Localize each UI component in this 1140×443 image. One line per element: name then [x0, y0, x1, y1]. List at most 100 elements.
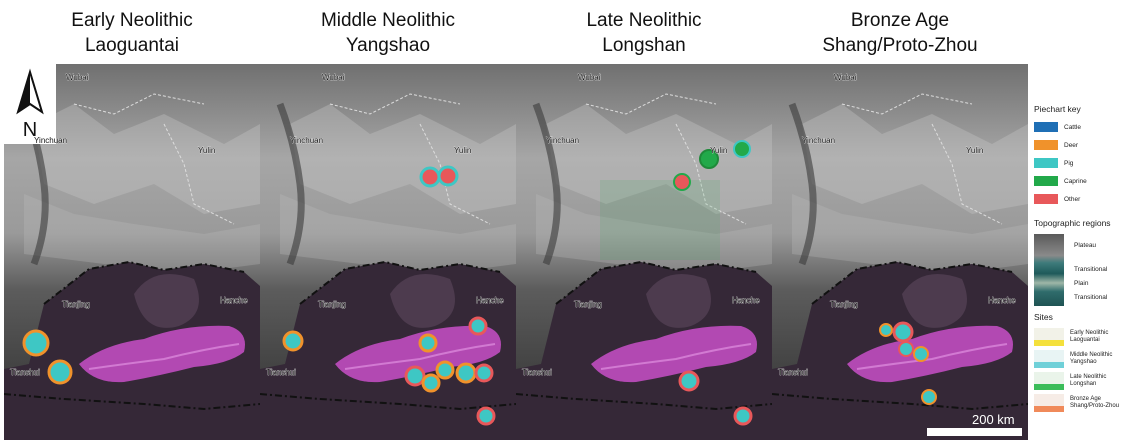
legend-site-early-neolithic: Early Neolithic Laoguantai [1034, 326, 1138, 348]
topo-swatch [1034, 234, 1064, 306]
pie-chart-marker [879, 323, 893, 337]
legend-item-label: Pig [1064, 159, 1074, 167]
legend-item-label: Other [1064, 195, 1081, 203]
panel-title-bronze-age: Bronze Age Shang/Proto-Zhou [772, 8, 1028, 58]
legend-topo-regions: Plateau Transitional Plain Transitional [1034, 234, 1138, 310]
panel-title-early-neolithic: Early Neolithic Laoguantai [4, 8, 260, 58]
place-label-tianjing: Tianjing [574, 300, 602, 309]
legend-item-deer: Deer [1034, 136, 1138, 154]
pie-chart-marker [921, 389, 937, 405]
swatch-pig [1034, 158, 1058, 168]
panel-title-line2: Laoguantai [84, 35, 180, 56]
place-label-tianjing: Tianjing [830, 300, 858, 309]
place-label-yulin: Yulin [198, 146, 215, 155]
place-label-yinchuan: Yinchuan [802, 136, 835, 145]
topo-label-plain: Plain [1074, 280, 1089, 287]
pie-chart-marker [678, 370, 700, 392]
map-panel-bronze-age [772, 64, 1028, 440]
place-label-wubai: Wubai [322, 73, 345, 82]
topo-label-transitional: Transitional [1074, 294, 1108, 301]
legend-sites-title: Sites [1034, 312, 1053, 322]
pie-chart-marker [47, 359, 73, 385]
site-label-line1: Early Neolithic [1070, 330, 1109, 336]
site-label-line1: Bronze Age [1070, 396, 1102, 402]
map-panel-middle-neolithic [260, 64, 516, 440]
pie-chart-marker [699, 149, 719, 169]
legend-site-bronze-age: Bronze Age Shang/Proto-Zhou [1034, 392, 1138, 414]
swatch-cattle [1034, 122, 1058, 132]
panel-title-middle-neolithic: Middle Neolithic Yangshao [260, 8, 516, 58]
pie-chart-marker [421, 373, 441, 393]
scale-bar-label: 200 km [972, 412, 1015, 427]
site-label-line2: Yangshao [1070, 359, 1097, 365]
pie-chart-marker [476, 406, 496, 426]
place-label-hanche: Hanche [988, 296, 1016, 305]
pie-chart-marker [733, 406, 753, 426]
place-label-tianshui: Tianshui [778, 368, 808, 377]
panel-title-line2: Longshan [602, 35, 686, 56]
pie-chart-marker [898, 341, 914, 357]
legend-item-pig: Pig [1034, 154, 1138, 172]
map-panel-early-neolithic: N [4, 64, 260, 440]
pie-chart-marker [418, 333, 438, 353]
site-swatch [1034, 328, 1064, 346]
panel-title-line2: Shang/Proto-Zhou [822, 35, 978, 56]
pie-chart-marker [474, 363, 494, 383]
place-label-yulin: Yulin [966, 146, 983, 155]
panel-title-line1: Early Neolithic [71, 10, 193, 31]
pie-chart-marker [913, 346, 929, 362]
pie-chart-marker [437, 165, 459, 187]
site-label-line2: Laoguantai [1070, 337, 1100, 343]
panel-title-late-neolithic: Late Neolithic Longshan [516, 8, 772, 58]
legend-topo-title: Topographic regions [1034, 218, 1111, 228]
place-label-tianshui: Tianshui [266, 368, 296, 377]
map-panel-late-neolithic [516, 64, 772, 440]
place-label-hanche: Hanche [732, 296, 760, 305]
place-label-hanche: Hanche [476, 296, 504, 305]
north-arrow-label: N [23, 119, 37, 141]
place-label-yulin: Yulin [454, 146, 471, 155]
place-label-wubai: Wubai [578, 73, 601, 82]
place-label-yinchuan: Yinchuan [290, 136, 323, 145]
swatch-caprine [1034, 176, 1058, 186]
pie-chart-marker [404, 365, 426, 387]
pie-chart-marker [455, 362, 477, 384]
legend-item-caprine: Caprine [1034, 172, 1138, 190]
topo-label-transitional: Transitional [1074, 266, 1108, 273]
place-label-yinchuan: Yinchuan [546, 136, 579, 145]
swatch-deer [1034, 140, 1058, 150]
site-label-line1: Late Neolithic [1070, 374, 1107, 380]
site-swatch [1034, 350, 1064, 368]
pie-chart-marker [733, 140, 751, 158]
site-label-line2: Shang/Proto-Zhou [1070, 403, 1120, 409]
topo-label-plateau: Plateau [1074, 242, 1097, 249]
place-label-hanche: Hanche [220, 296, 248, 305]
place-label-wubai: Wubai [66, 73, 89, 82]
legend-site-late-neolithic: Late Neolithic Longshan [1034, 370, 1138, 392]
legend-site-middle-neolithic: Middle Neolithic Yangshao [1034, 348, 1138, 370]
legend: Piechart key Cattle Deer Pig Caprine Oth… [1034, 104, 1138, 414]
pie-chart-marker [468, 316, 488, 336]
pie-chart-marker [892, 321, 914, 343]
swatch-other [1034, 194, 1058, 204]
site-swatch [1034, 394, 1064, 412]
legend-item-label: Caprine [1064, 177, 1087, 185]
pie-chart-marker [22, 329, 50, 357]
pie-chart-marker [419, 166, 441, 188]
place-label-tianjing: Tianjing [62, 300, 90, 309]
scale-bar [927, 428, 1022, 436]
place-label-wubai: Wubai [834, 73, 857, 82]
panel-title-line1: Bronze Age [850, 10, 950, 31]
place-label-tianshui: Tianshui [10, 368, 40, 377]
north-arrow: N [4, 64, 56, 144]
pie-chart-marker [282, 330, 304, 352]
site-swatch [1034, 372, 1064, 390]
panel-title-line1: Middle Neolithic [320, 10, 456, 31]
legend-item-label: Cattle [1064, 123, 1081, 131]
panel-title-line1: Late Neolithic [586, 10, 702, 31]
panel-title-line2: Yangshao [345, 35, 431, 56]
legend-piechart-title: Piechart key [1034, 104, 1081, 114]
legend-item-cattle: Cattle [1034, 118, 1138, 136]
place-label-tianshui: Tianshui [522, 368, 552, 377]
legend-item-label: Deer [1064, 141, 1079, 149]
